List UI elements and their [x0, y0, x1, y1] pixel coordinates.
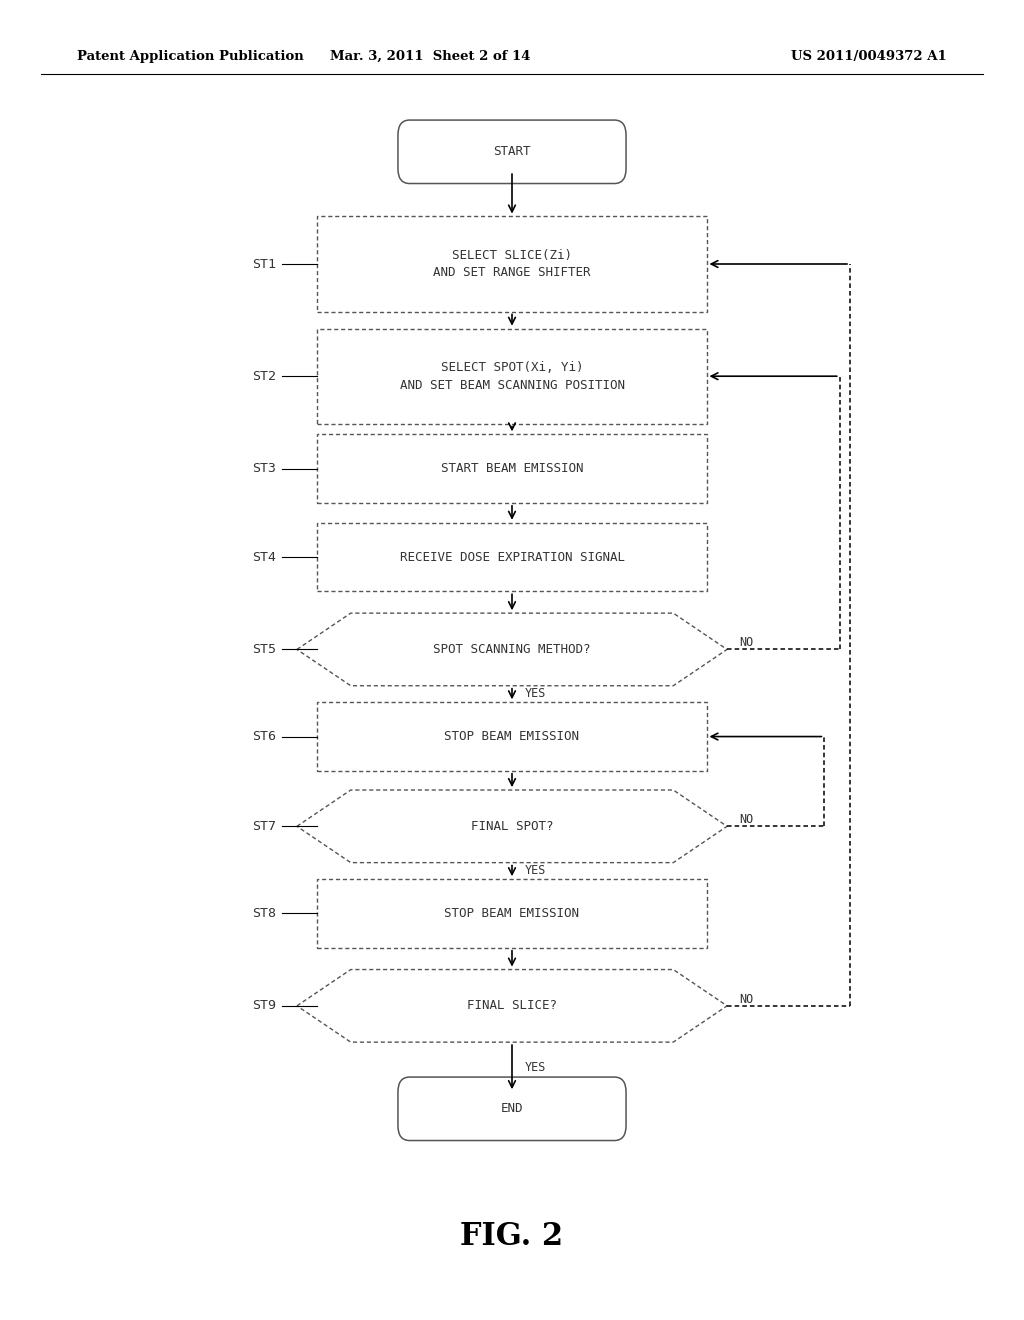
Text: ST2: ST2: [253, 370, 276, 383]
Text: ST4: ST4: [253, 550, 276, 564]
Text: Patent Application Publication: Patent Application Publication: [77, 50, 303, 63]
Text: SELECT SPOT(Xi, Yi)
AND SET BEAM SCANNING POSITION: SELECT SPOT(Xi, Yi) AND SET BEAM SCANNIN…: [399, 360, 625, 392]
Text: YES: YES: [524, 865, 546, 878]
Bar: [317, 434, 707, 503]
Text: NO: NO: [739, 993, 754, 1006]
Text: FIG. 2: FIG. 2: [461, 1221, 563, 1253]
Text: US 2011/0049372 A1: US 2011/0049372 A1: [792, 50, 947, 63]
Text: ST9: ST9: [253, 999, 276, 1012]
Text: RECEIVE DOSE EXPIRATION SIGNAL: RECEIVE DOSE EXPIRATION SIGNAL: [399, 550, 625, 564]
Bar: [317, 329, 707, 424]
Text: ST6: ST6: [253, 730, 276, 743]
Text: STOP BEAM EMISSION: STOP BEAM EMISSION: [444, 907, 580, 920]
Text: START: START: [494, 145, 530, 158]
Text: SPOT SCANNING METHOD?: SPOT SCANNING METHOD?: [433, 643, 591, 656]
Bar: [317, 523, 707, 591]
Text: STOP BEAM EMISSION: STOP BEAM EMISSION: [444, 730, 580, 743]
Text: END: END: [501, 1102, 523, 1115]
Text: ST1: ST1: [253, 257, 276, 271]
Text: NO: NO: [739, 813, 754, 826]
Bar: [317, 216, 707, 312]
Text: YES: YES: [524, 688, 546, 701]
Text: Mar. 3, 2011  Sheet 2 of 14: Mar. 3, 2011 Sheet 2 of 14: [330, 50, 530, 63]
Text: YES: YES: [524, 1061, 546, 1073]
Text: START BEAM EMISSION: START BEAM EMISSION: [440, 462, 584, 475]
FancyBboxPatch shape: [398, 120, 626, 183]
Text: ST3: ST3: [253, 462, 276, 475]
Text: FINAL SPOT?: FINAL SPOT?: [471, 820, 553, 833]
Bar: [317, 879, 707, 948]
Text: ST7: ST7: [253, 820, 276, 833]
Text: SELECT SLICE(Zi)
AND SET RANGE SHIFTER: SELECT SLICE(Zi) AND SET RANGE SHIFTER: [433, 248, 591, 280]
Text: FINAL SLICE?: FINAL SLICE?: [467, 999, 557, 1012]
Text: ST8: ST8: [253, 907, 276, 920]
Text: ST5: ST5: [253, 643, 276, 656]
Text: NO: NO: [739, 636, 754, 649]
FancyBboxPatch shape: [398, 1077, 626, 1140]
Bar: [317, 702, 707, 771]
